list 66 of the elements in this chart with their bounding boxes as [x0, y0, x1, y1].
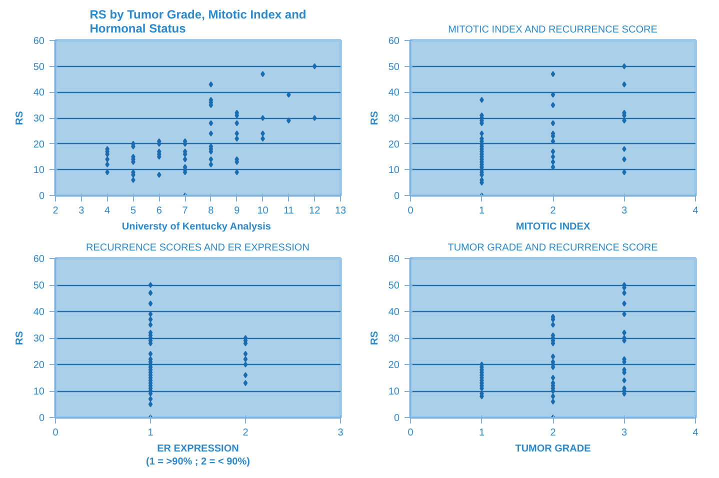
y-tick-label: 40: [33, 307, 45, 318]
y-tick-label: 30: [388, 114, 400, 124]
x-tick-label: 3: [78, 206, 85, 216]
x-tick-label: 11: [283, 206, 294, 216]
x-tick-label: 10: [257, 206, 269, 216]
y-tick-label: 10: [388, 165, 400, 176]
x-tick-label: 3: [621, 428, 628, 438]
x-tick-label: 1: [478, 206, 485, 216]
x-tick-label: 4: [104, 206, 111, 216]
x-tick-label: 4: [692, 206, 699, 216]
chart-title: RS by Tumor Grade, Mitotic Index and Hormonal Status: [90, 8, 306, 36]
x-tick-label: 12: [309, 206, 321, 216]
x-tick-label: 2: [550, 428, 556, 438]
y-tick-label: 20: [388, 360, 400, 371]
y-tick-label: 50: [33, 280, 45, 292]
y-tick-label: 40: [388, 307, 400, 318]
y-tick-label: 30: [388, 334, 400, 344]
y-tick-label: 0: [394, 191, 400, 202]
y-tick-label: 10: [33, 386, 45, 398]
x-tick-label: 1: [148, 428, 154, 438]
x-axis-title: MITOTIC INDEX: [516, 222, 590, 232]
y-tick-label: 50: [388, 62, 400, 73]
y-tick-label: 60: [33, 254, 45, 265]
x-tick-label: 2: [52, 206, 59, 216]
y-tick-label: 20: [33, 360, 45, 371]
y-tick-label: 20: [33, 139, 45, 150]
chart-title: MITOTIC INDEX AND RECURRENCE SCORE: [448, 24, 658, 36]
x-tick-label: 8: [208, 206, 214, 216]
y-tick-label: 30: [33, 334, 45, 344]
y-tick-label: 0: [394, 413, 400, 424]
x-axis-title: ER EXPRESSION (1 = >90% ; 2 = < 90%): [146, 444, 250, 468]
y-tick-label: 60: [388, 36, 400, 47]
chart-title: TUMOR GRADE AND RECURRENCE SCORE: [448, 242, 658, 254]
y-tick-label: 60: [33, 36, 45, 47]
x-tick-label: 3: [621, 206, 628, 216]
x-tick-label: 9: [234, 206, 240, 216]
y-tick-label: 60: [388, 254, 400, 265]
x-tick-label: 5: [130, 206, 136, 216]
y-tick-label: 0: [38, 413, 45, 424]
y-tick-label: 40: [388, 88, 400, 99]
y-tick-label: 20: [388, 139, 400, 150]
x-tick-label: 1: [478, 428, 485, 438]
x-tick-label: 6: [156, 206, 162, 216]
x-axis-title: Universty of Kentucky Analysis: [122, 222, 272, 232]
y-tick-label: 10: [33, 165, 45, 176]
x-tick-label: 2: [550, 206, 556, 216]
y-tick-label: 10: [388, 386, 400, 398]
y-tick-label: 0: [38, 191, 45, 202]
x-tick-label: 4: [692, 428, 699, 438]
y-tick-label: 50: [388, 280, 400, 292]
y-axis-title: RS: [14, 330, 26, 345]
x-tick-label: 0: [52, 428, 59, 438]
chart-title: RECURRENCE SCORES AND ER EXPRESSION: [86, 242, 310, 254]
y-axis-title: RS: [369, 330, 380, 345]
x-tick-label: 13: [334, 206, 346, 216]
y-tick-label: 50: [33, 62, 45, 73]
y-axis-title: RS: [14, 110, 26, 125]
x-tick-label: 7: [182, 206, 188, 216]
y-tick-label: 30: [33, 114, 45, 124]
y-tick-label: 40: [33, 88, 45, 99]
y-axis-title: RS: [369, 110, 380, 125]
x-tick-label: 2: [242, 428, 249, 438]
x-tick-label: 0: [408, 428, 414, 438]
x-axis-title: TUMOR GRADE: [515, 444, 592, 454]
x-tick-label: 3: [338, 428, 344, 438]
x-tick-label: 0: [408, 206, 414, 216]
